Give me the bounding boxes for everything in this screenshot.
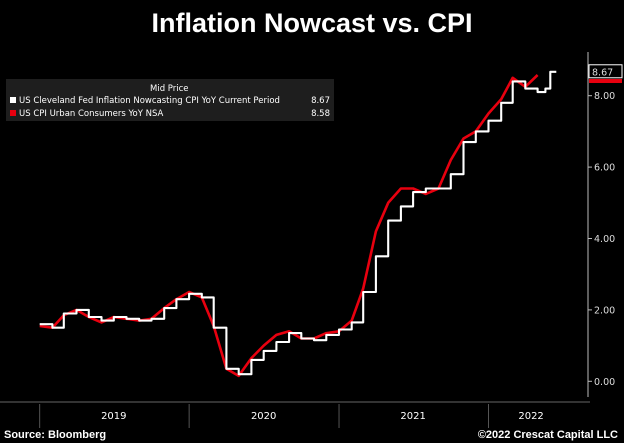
legend-value-nowcast: 8.67 [311, 96, 330, 106]
last-value-nowcast: 8.67 [592, 67, 613, 78]
series-line-nowcast [39, 70, 557, 376]
series [39, 70, 557, 378]
y-tick-label: 8.00 [594, 91, 615, 102]
x-tick-label: 2021 [400, 411, 425, 422]
y-tick-label: 2.00 [594, 305, 615, 316]
legend-value-cpi: 8.58 [311, 109, 330, 119]
last-value-marker-cpi [589, 78, 622, 83]
last-value-box-nowcast [588, 64, 623, 79]
last-value-labels: 8.67 [588, 64, 623, 83]
x-tick-label: 2020 [251, 411, 276, 422]
y-tick-label: 6.00 [594, 163, 615, 174]
y-tick-label: 0.00 [594, 377, 615, 388]
legend-label-nowcast: US Cleveland Fed Inflation Nowcasting CP… [19, 96, 280, 106]
x-tick-label: 2022 [518, 411, 543, 422]
copyright-note: ©2022 Crescat Capital LLC [477, 429, 618, 441]
legend: Mid Price US Cleveland Fed Inflation Now… [6, 79, 334, 121]
legend-header: Mid Price [150, 84, 189, 94]
legend-box [6, 79, 334, 121]
legend-swatch-nowcast [10, 97, 16, 103]
legend-swatch-cpi [10, 110, 16, 116]
source-note: Source: Bloomberg [4, 429, 107, 441]
axes: 0.00 2.00 4.00 6.00 8.00 2019 2020 2021 2022 [0, 52, 615, 428]
x-tick-label: 2019 [101, 411, 126, 422]
y-tick-label: 4.00 [594, 234, 615, 245]
chart-title: Inflation Nowcast vs. CPI [151, 8, 473, 38]
legend-label-cpi: US CPI Urban Consumers YoY NSA [19, 109, 164, 119]
series-line-cpi [39, 74, 539, 378]
